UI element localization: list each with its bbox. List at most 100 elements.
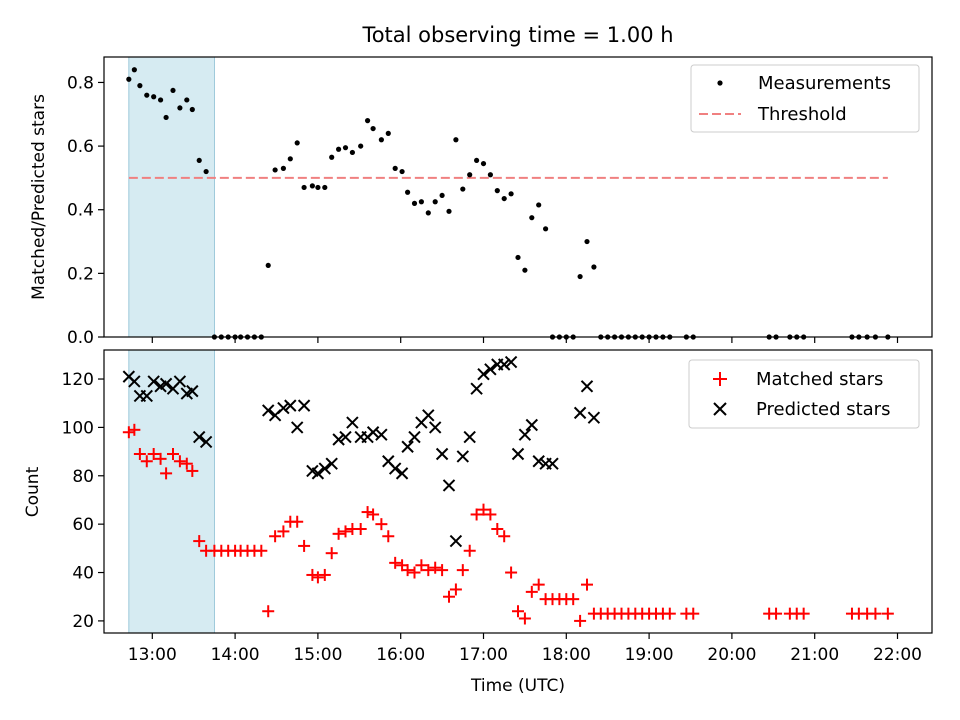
- bottom-legend: Matched stars Predicted stars: [688, 359, 920, 429]
- matched-star-point: [140, 455, 153, 468]
- matched-star-point: [470, 508, 483, 521]
- top-legend-box: [690, 64, 920, 133]
- bottom-y-tick-label: 40: [72, 564, 94, 584]
- measurement-point: [487, 172, 493, 178]
- measurement-point: [501, 195, 507, 202]
- predicted-star-point: [456, 450, 470, 463]
- predicted-star-point: [395, 467, 409, 480]
- x-tick-label: 17:00: [459, 645, 508, 665]
- measurement-point: [378, 137, 384, 143]
- measurement-point: [144, 92, 150, 98]
- matched-star-point: [574, 614, 587, 627]
- x-tick-label: 13:00: [128, 645, 177, 665]
- predicted-star-point: [477, 367, 490, 381]
- bottom-plot-frame: [103, 349, 933, 634]
- matched-star-point: [269, 530, 282, 543]
- matched-star-point: [663, 607, 676, 620]
- predicted-star-point: [186, 384, 199, 398]
- measurement-point: [508, 191, 514, 197]
- matched-star-point: [160, 467, 173, 480]
- matched-star-point: [687, 607, 700, 620]
- top-y-tick-label: 0.4: [67, 201, 94, 221]
- measurement-point: [446, 208, 452, 214]
- matched-star-point: [122, 426, 135, 439]
- measurement-point: [294, 140, 300, 146]
- predicted-star-point: [277, 401, 290, 415]
- matched-star-point: [415, 559, 428, 572]
- measurement-point: [265, 262, 271, 269]
- measurement-point: [163, 114, 169, 121]
- measurement-point: [591, 264, 597, 270]
- matched-star-point: [491, 522, 504, 535]
- predicted-star-point: [587, 411, 601, 424]
- predicted-star-point: [525, 418, 539, 432]
- measurement-point: [177, 105, 183, 111]
- measurement-point: [272, 167, 278, 173]
- measurement-point: [358, 143, 364, 149]
- measurement-point: [467, 172, 473, 178]
- measurement-point: [336, 146, 342, 152]
- x-tick-label: 19:00: [625, 645, 674, 665]
- predicted-star-point: [325, 457, 338, 470]
- top-y-axis-label: Matched/Predicted stars: [29, 94, 49, 300]
- predicted-star-point: [428, 421, 442, 434]
- matched-star-point: [311, 571, 324, 584]
- measurement-point: [322, 184, 328, 191]
- measurement-point: [203, 168, 209, 175]
- measurement-point: [474, 157, 480, 164]
- matched-star-point: [318, 568, 331, 581]
- predicted-star-point: [366, 426, 380, 439]
- predicted-star-point: [147, 375, 160, 388]
- matched-star-point: [186, 464, 199, 477]
- legend-measurements-marker: [717, 80, 723, 86]
- measurement-point: [529, 215, 535, 221]
- matched-star-point: [128, 423, 141, 436]
- measurement-point: [577, 273, 583, 280]
- top-plot-frame: [103, 56, 933, 338]
- predicted-star-point: [318, 462, 332, 475]
- measurement-point: [439, 192, 445, 199]
- bottom-y-tick-label: 100: [62, 418, 94, 438]
- matched-star-point: [133, 448, 146, 461]
- predicted-star-points: [122, 355, 601, 548]
- legend-threshold-label: Threshold: [757, 104, 847, 125]
- predicted-star-point: [375, 428, 388, 441]
- predicted-star-point: [173, 375, 187, 388]
- predicted-star-point: [422, 409, 435, 422]
- predicted-star-point: [573, 406, 587, 420]
- measurement-point: [418, 199, 424, 205]
- measurement-point: [126, 76, 132, 82]
- matched-star-point: [306, 568, 319, 581]
- measurement-point: [370, 125, 376, 132]
- matched-star-point: [456, 564, 469, 577]
- measurement-point: [329, 154, 335, 160]
- legend-predicted-label: Predicted stars: [756, 399, 890, 420]
- measurement-point: [536, 202, 542, 208]
- matched-star-point: [449, 583, 462, 596]
- predicted-star-point: [546, 457, 559, 470]
- matched-star-points: [122, 423, 894, 627]
- matched-star-point: [291, 515, 304, 528]
- matched-star-point: [770, 607, 783, 620]
- top-y-axis: 0.0 0.2 0.4 0.6 0.8: [67, 73, 104, 348]
- predicted-star-point: [401, 440, 414, 453]
- predicted-star-point: [463, 430, 476, 444]
- legend-measurements-label: Measurements: [758, 73, 891, 94]
- matched-star-point: [567, 593, 580, 606]
- predicted-star-point: [504, 355, 518, 369]
- measurement-point: [301, 184, 307, 191]
- predicted-star-point: [311, 467, 325, 480]
- predicted-star-point: [484, 363, 497, 376]
- predicted-star-point: [159, 377, 173, 391]
- top-panel: 0.00.20.40.60.8 Matched/Predicted stars …: [29, 56, 933, 348]
- matched-star-point: [422, 564, 435, 577]
- measurement-point: [494, 188, 500, 194]
- x-axis: 13:00 14:00 15:00 16:00 17:00 18:00 19:00 20:00…: [128, 633, 922, 665]
- x-axis-label: Time (UTC): [470, 676, 565, 696]
- measurement-point: [399, 168, 405, 175]
- predicted-star-point: [388, 462, 402, 475]
- measurement-point: [584, 238, 590, 245]
- chart-title: Total observing time = 1.00 h: [361, 23, 673, 47]
- predicted-star-point: [449, 534, 463, 548]
- matched-star-point: [797, 607, 810, 620]
